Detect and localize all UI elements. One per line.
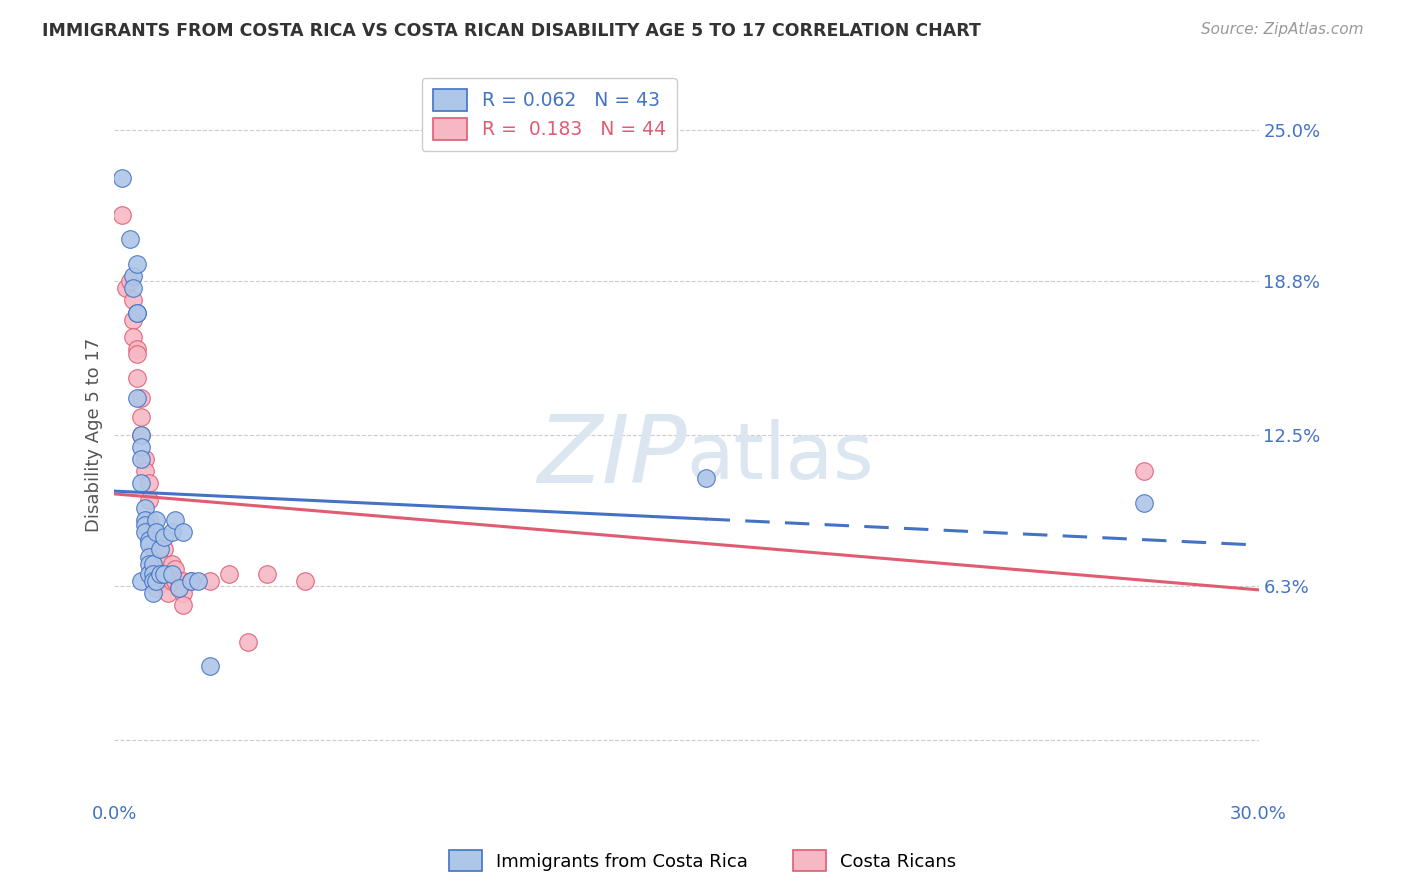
Point — [134, 513, 156, 527]
Point — [160, 557, 183, 571]
Legend: Immigrants from Costa Rica, Costa Ricans: Immigrants from Costa Rica, Costa Ricans — [443, 843, 963, 879]
Point — [122, 281, 145, 295]
Point — [149, 566, 172, 581]
Point — [141, 533, 163, 547]
Point — [167, 582, 190, 596]
Point — [134, 517, 156, 532]
Point — [138, 557, 160, 571]
Point — [256, 566, 278, 581]
Point — [127, 305, 149, 319]
Point — [145, 574, 167, 588]
Point — [127, 342, 149, 356]
Point — [134, 464, 156, 478]
Text: atlas: atlas — [686, 418, 875, 494]
Point — [138, 549, 160, 564]
Point — [149, 542, 172, 557]
Point — [138, 513, 160, 527]
Point — [129, 440, 152, 454]
Point — [198, 574, 221, 588]
Point — [141, 542, 163, 557]
Point — [122, 268, 145, 283]
Point — [141, 557, 163, 571]
Text: IMMIGRANTS FROM COSTA RICA VS COSTA RICAN DISABILITY AGE 5 TO 17 CORRELATION CHA: IMMIGRANTS FROM COSTA RICA VS COSTA RICA… — [42, 22, 981, 40]
Point — [165, 513, 187, 527]
Point — [236, 635, 259, 649]
Point — [141, 557, 163, 571]
Point — [141, 586, 163, 600]
Legend: R = 0.062   N = 43, R =  0.183   N = 44: R = 0.062 N = 43, R = 0.183 N = 44 — [422, 78, 676, 152]
Point — [118, 232, 141, 246]
Point — [180, 574, 202, 588]
Point — [156, 574, 179, 588]
Point — [122, 293, 145, 308]
Point — [138, 537, 160, 551]
Point — [1133, 464, 1156, 478]
Point — [153, 566, 176, 581]
Point — [145, 525, 167, 540]
Point — [127, 391, 149, 405]
Point — [118, 274, 141, 288]
Point — [149, 562, 172, 576]
Point — [165, 574, 187, 588]
Point — [153, 530, 176, 544]
Point — [129, 452, 152, 467]
Point — [695, 471, 717, 485]
Point — [167, 582, 190, 596]
Point — [129, 427, 152, 442]
Point — [167, 574, 190, 588]
Point — [160, 574, 183, 588]
Point — [134, 500, 156, 515]
Point — [129, 574, 152, 588]
Point — [294, 574, 316, 588]
Point — [145, 582, 167, 596]
Point — [111, 171, 134, 186]
Point — [165, 562, 187, 576]
Point — [134, 525, 156, 540]
Point — [138, 533, 160, 547]
Point — [180, 574, 202, 588]
Point — [115, 281, 138, 295]
Point — [187, 574, 209, 588]
Point — [149, 574, 172, 588]
Point — [127, 347, 149, 361]
Point — [172, 525, 194, 540]
Point — [127, 257, 149, 271]
Point — [172, 599, 194, 613]
Point — [198, 659, 221, 673]
Point — [127, 371, 149, 385]
Point — [160, 525, 183, 540]
Point — [156, 586, 179, 600]
Point — [218, 566, 240, 581]
Point — [145, 513, 167, 527]
Point — [129, 427, 152, 442]
Point — [111, 208, 134, 222]
Point — [153, 542, 176, 557]
Point — [172, 574, 194, 588]
Point — [153, 557, 176, 571]
Point — [129, 476, 152, 491]
Y-axis label: Disability Age 5 to 17: Disability Age 5 to 17 — [86, 337, 103, 532]
Point — [129, 410, 152, 425]
Point — [138, 476, 160, 491]
Point — [122, 313, 145, 327]
Point — [172, 586, 194, 600]
Point — [129, 391, 152, 405]
Point — [138, 493, 160, 508]
Point — [134, 452, 156, 467]
Point — [127, 305, 149, 319]
Text: Source: ZipAtlas.com: Source: ZipAtlas.com — [1201, 22, 1364, 37]
Point — [138, 566, 160, 581]
Point — [160, 566, 183, 581]
Point — [122, 330, 145, 344]
Point — [141, 574, 163, 588]
Point — [145, 566, 167, 581]
Point — [1133, 496, 1156, 510]
Point — [141, 566, 163, 581]
Text: ZIP: ZIP — [537, 411, 686, 502]
